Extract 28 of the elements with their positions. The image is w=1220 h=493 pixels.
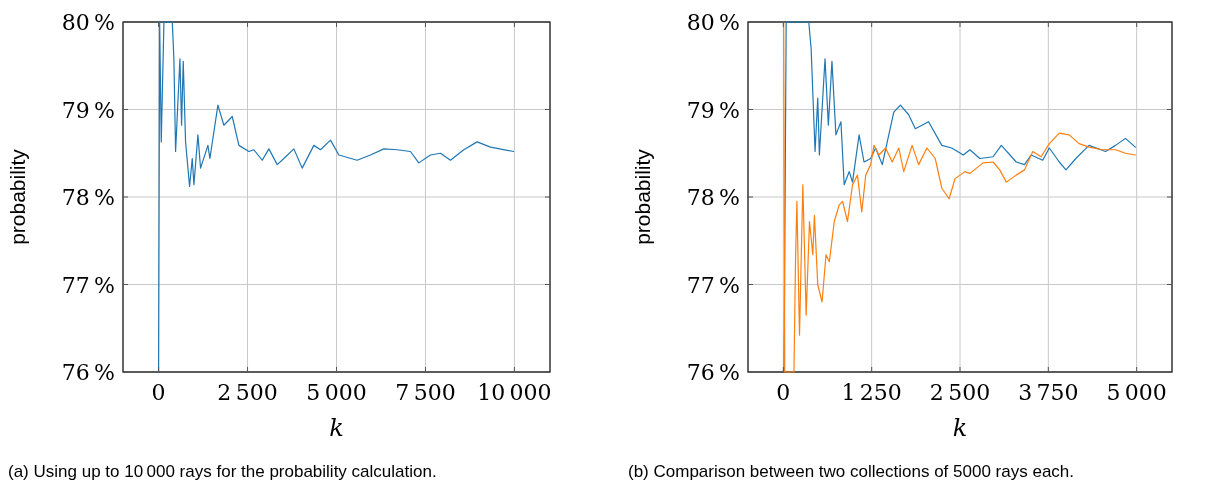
y-tick-label: 79 % [686,97,740,123]
x-tick-label: 0 [151,380,166,405]
text: (a) Using up to 10 000 rays for the probability calculation. [8,462,437,481]
x-tick-label: 1 250 [841,380,902,405]
y-tick-label: 76 % [61,360,115,385]
text: (b) Comparison between two collections of 5000 rays each. [628,462,1075,481]
y-tick-label: 80 % [61,10,115,35]
x-tick-label: 3 750 [1018,380,1079,405]
x-tick-label: 10 000 [477,380,552,405]
x-axis-title: k [952,414,968,442]
y-tick-label: 76 % [686,360,740,385]
x-tick-label: 2 500 [217,380,278,405]
x-tick-label: 2 500 [929,380,991,405]
line-series [157,21,515,373]
y-tick-label: 77 % [686,272,740,298]
x-tick-label: 0 [776,380,791,405]
x-tick-label: 7 500 [395,380,456,405]
x-axis-title: k [329,414,344,442]
y-tick-label: 80 % [686,10,740,35]
y-tick-label: 79 % [61,97,115,123]
y-tick-label: 78 % [61,185,115,210]
x-tick-label: 5 000 [306,380,367,405]
y-tick-label: 78 % [686,185,740,210]
y-tick-label: 77 % [61,272,115,298]
x-tick-label: 5 000 [1106,380,1167,405]
y-axis-title: probability [631,148,654,245]
line-series [783,21,1136,373]
y-axis-title: probability [6,148,29,245]
